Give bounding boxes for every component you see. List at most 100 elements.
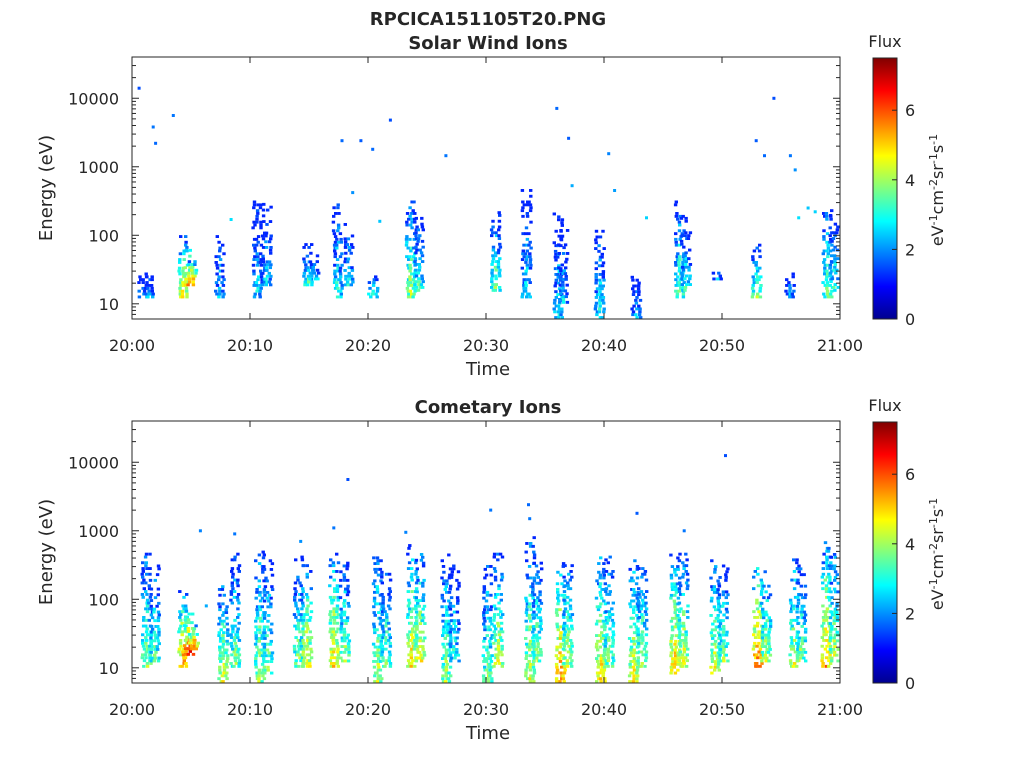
solar-wind-heat-cell	[560, 218, 565, 222]
cometary-heat-cell	[632, 590, 637, 594]
cometary-heat-cell	[531, 665, 536, 669]
cometary-heat-cell	[415, 619, 419, 623]
solar-wind-heat-cell	[405, 255, 409, 259]
cometary-heat-cell	[343, 639, 347, 643]
cometary-heat-cell	[677, 653, 681, 657]
cometary-heat-cell	[493, 575, 498, 579]
solar-wind-heat-cell	[498, 288, 502, 292]
cometary-heat-cell	[222, 611, 226, 614]
solar-wind-heat-cell	[259, 243, 264, 247]
cometary-heat-cell	[218, 651, 223, 655]
solar-wind-heat-cell	[254, 237, 259, 241]
cometary-heat-cell	[594, 622, 599, 626]
cometary-heat-cell	[601, 674, 605, 678]
solar-wind-heat-cell	[602, 310, 606, 314]
cometary-heat-cell	[673, 642, 677, 646]
cometary-heat-cell	[713, 665, 717, 669]
cometary-heat-cell	[562, 633, 567, 637]
cometary-heat-cell	[442, 645, 446, 649]
cometary-heat-cell	[565, 641, 569, 645]
cometary-heat-cell	[628, 680, 632, 683]
solar-wind-heat-cell	[188, 248, 192, 252]
cometary-heat-cell	[795, 653, 800, 657]
cometary-heat-cell	[329, 656, 334, 660]
cometary-heat-cell	[524, 637, 528, 640]
cometary-heat-cell	[669, 671, 673, 675]
cometary-heat-cell	[493, 570, 498, 573]
cometary-heat-cell	[632, 648, 636, 652]
cometary-heat-cell	[340, 636, 344, 640]
cometary-heat-cell	[610, 607, 614, 611]
cometary-heat-cell	[217, 677, 221, 681]
solar-wind-heat-cell	[410, 272, 414, 276]
solar-wind-heat-cell	[410, 212, 414, 215]
cometary-heat-cell	[710, 660, 715, 663]
solar-wind-heat-cell	[833, 245, 837, 249]
cometary-heat-cell	[484, 599, 489, 603]
cometary-heat-cell	[796, 645, 800, 648]
cometary-heat-cell	[496, 659, 500, 663]
solar-wind-heat-cell	[261, 254, 265, 258]
solar-wind-heat-cell	[346, 237, 351, 241]
cometary-heat-cell	[299, 639, 303, 642]
cometary-heat-cell	[181, 647, 185, 651]
cometary-heat-cell	[301, 650, 306, 654]
cometary-heat-cell	[257, 677, 261, 681]
cometary-heat-cell	[297, 647, 302, 651]
cometary-heat-cell	[674, 573, 678, 577]
solar-wind-heat-cell	[409, 258, 414, 261]
cometary-heat-cell	[640, 621, 644, 625]
cometary-heat-cell	[820, 653, 825, 657]
cometary-heat-cell	[153, 619, 157, 623]
solar-wind-heat-cell	[564, 295, 568, 299]
solar-wind-heat-cell	[559, 269, 563, 273]
cometary-heat-cell	[293, 624, 297, 628]
cometary-heat-cell	[682, 567, 686, 570]
cometary-heat-cell	[406, 664, 410, 668]
cometary-heat-cell	[180, 664, 184, 668]
cometary-heat-cell	[149, 599, 154, 602]
solar-wind-heat-cell	[338, 232, 343, 236]
cometary-heat-cell	[144, 581, 148, 585]
cometary-heat-cell	[305, 647, 309, 651]
cometary-heat-cell	[797, 570, 801, 574]
solar-wind-heat-cell	[255, 263, 260, 267]
cometary-heat-cell	[820, 659, 824, 663]
cometary-heat-cell	[599, 593, 603, 597]
cometary-heat-cell	[833, 578, 837, 582]
cometary-heat-cell	[415, 648, 420, 651]
solar-wind-heat-cell	[261, 214, 266, 218]
cometary-heat-cell	[335, 587, 340, 591]
cometary-heat-cell	[499, 593, 503, 596]
cometary-heat-cell	[670, 628, 675, 632]
cometary-heat-cell	[448, 653, 453, 657]
cometary-heat-cell	[759, 656, 763, 660]
cometary-heat-cell	[605, 662, 609, 665]
solar-wind-heat-cell	[187, 263, 191, 266]
solar-wind-heat-cell	[221, 289, 225, 293]
cometary-heat-cell	[684, 581, 689, 585]
cometary-heat-cell	[150, 656, 154, 660]
cometary-heat-cell	[606, 636, 611, 639]
cometary-heat-cell	[155, 645, 159, 648]
cometary-heat-cell	[489, 573, 493, 577]
cometary-heat-cell	[143, 555, 148, 559]
cometary-heat-cell	[347, 645, 351, 648]
cometary-heat-cell	[196, 641, 200, 645]
cometary-heat-cell	[609, 650, 614, 654]
cometary-heat-cell	[154, 650, 158, 654]
cometary-heat-cell	[256, 613, 260, 617]
solar-wind-heat-cell	[836, 257, 840, 261]
solar-wind-heat-cell	[560, 310, 564, 314]
solar-wind-heat-cell	[825, 214, 829, 218]
cometary-heat-cell	[345, 636, 349, 640]
solar-wind-heat-cell	[785, 292, 790, 296]
cometary-heat-cell	[525, 628, 529, 632]
cometary-heat-cell	[257, 579, 261, 583]
cometary-heat-cell	[611, 633, 616, 637]
cometary-heat-cell	[760, 601, 764, 605]
solar-wind-heat-cell	[556, 293, 560, 296]
solar-wind-heat-cell	[682, 229, 686, 233]
cometary-heat-cell	[565, 624, 569, 628]
solar-wind-heat-cell	[349, 243, 354, 246]
